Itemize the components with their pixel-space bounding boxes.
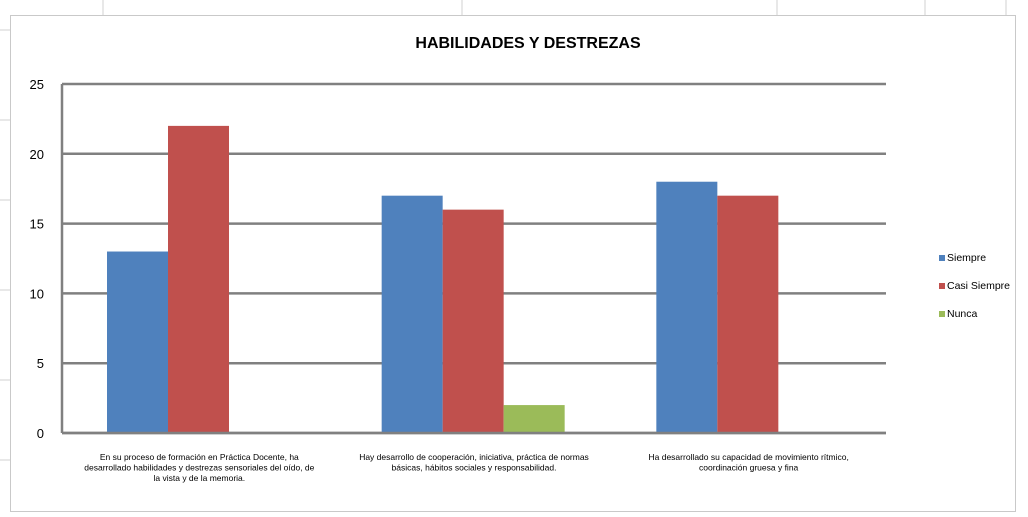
y-tick-label: 10	[30, 286, 44, 301]
x-category-label-line: Ha desarrollado su capacidad de movimien…	[649, 452, 849, 462]
x-category-label-line: En su proceso de formación en Práctica D…	[100, 452, 299, 462]
legend-item[interactable]: Casi Siempre	[939, 280, 1010, 292]
bar-siempre[interactable]	[656, 181, 718, 433]
y-axis: 0 5 10 15 20 25	[30, 77, 64, 441]
x-axis: En su proceso de formación en Práctica D…	[62, 431, 886, 483]
y-tick-label: 5	[37, 356, 44, 371]
x-category-label-line: Hay desarrollo de cooperación, iniciativ…	[359, 452, 589, 462]
legend[interactable]: Siempre Casi Siempre Nunca	[939, 252, 1010, 320]
legend-label: Casi Siempre	[947, 280, 1010, 292]
x-category-label: En su proceso de formación en Práctica D…	[84, 452, 314, 483]
legend-swatch	[939, 255, 945, 261]
bars	[107, 125, 779, 433]
bar-siempre[interactable]	[107, 251, 168, 433]
legend-label: Siempre	[947, 252, 986, 264]
x-category-label: Ha desarrollado su capacidad de movimien…	[649, 452, 849, 473]
bar-casi-siempre[interactable]	[168, 125, 229, 433]
y-tick-label: 15	[30, 217, 44, 232]
bar-siempre[interactable]	[381, 195, 443, 433]
legend-item[interactable]: Siempre	[939, 252, 986, 264]
bar-casi-siempre[interactable]	[442, 209, 504, 433]
legend-swatch	[939, 283, 945, 289]
y-tick-label: 0	[37, 426, 44, 441]
chart-title: HABILIDADES Y DESTREZAS	[415, 35, 641, 52]
x-category-label-line: la vista y de la memoria.	[154, 473, 246, 483]
bar-nunca[interactable]	[503, 405, 565, 433]
bar-casi-siempre[interactable]	[717, 195, 779, 433]
x-category-label-line: básicas, hábitos sociales y responsabili…	[392, 463, 557, 473]
y-tick-label: 20	[30, 147, 44, 162]
x-category-label-line: desarrollado habilidades y destrezas sen…	[84, 463, 314, 473]
x-category-label-line: coordinación gruesa y fina	[699, 463, 799, 473]
y-tick-label: 25	[30, 77, 44, 92]
legend-swatch	[939, 311, 945, 317]
legend-item[interactable]: Nunca	[939, 308, 978, 320]
x-category-label: Hay desarrollo de cooperación, iniciativ…	[359, 452, 589, 473]
legend-label: Nunca	[947, 308, 978, 320]
